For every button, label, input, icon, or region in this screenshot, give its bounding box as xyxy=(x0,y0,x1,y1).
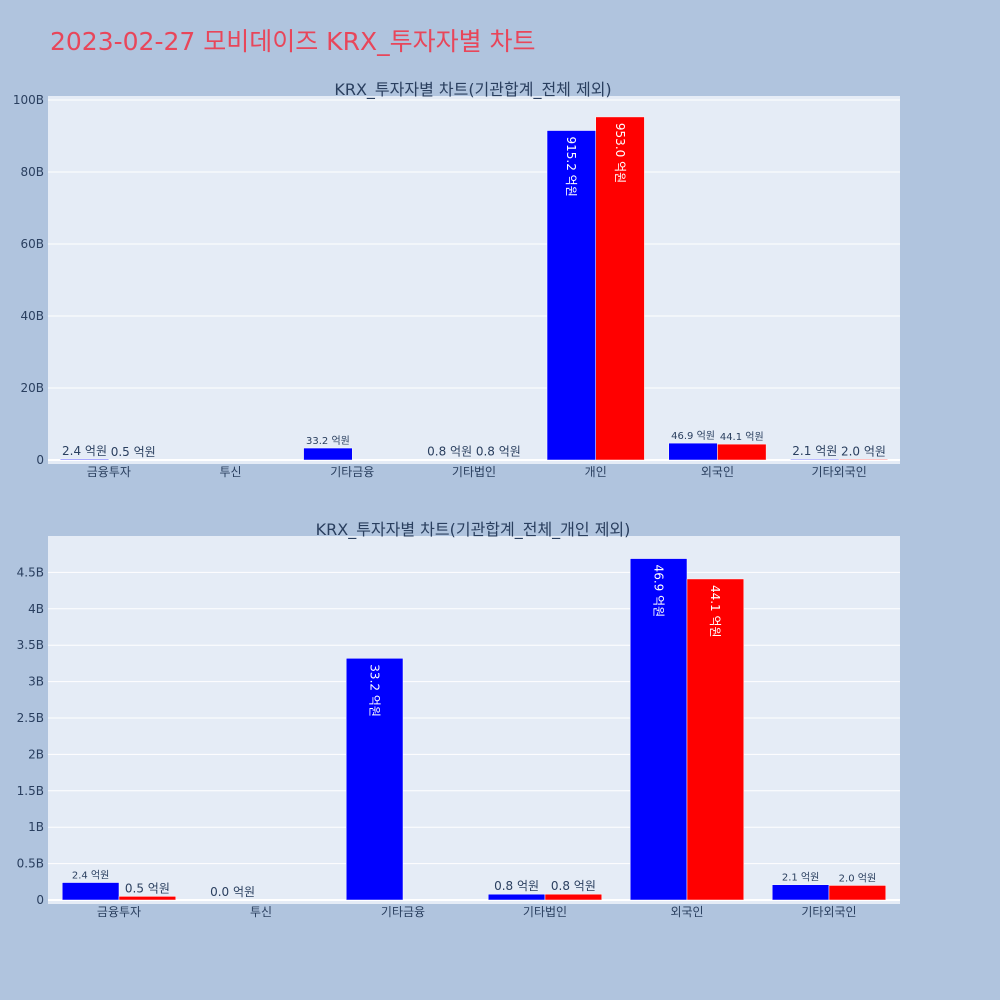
y-tick-label: 2B xyxy=(28,747,44,761)
data-label: 0.8 억원 xyxy=(476,445,521,459)
bar xyxy=(59,458,110,461)
y-tick-label: 1B xyxy=(28,820,44,834)
x-tick-label: 금융투자 xyxy=(87,465,131,479)
y-tick-label: 3.5B xyxy=(17,638,44,652)
y-tick-label: 2.5B xyxy=(17,711,44,725)
x-tick-label: 외국인 xyxy=(701,465,734,479)
data-label: 0.8 억원 xyxy=(551,879,596,893)
chart-1: 0 20B 40B 60B 80B 100B KRX_투자자별 차트(기관합계_전체 제외)… xyxy=(13,80,900,479)
y-tick-label: 100B xyxy=(13,93,44,107)
data-label: 953.0 억원 xyxy=(613,123,627,183)
data-label: 0.5 억원 xyxy=(125,881,170,895)
x-tick-label: 기타법인 xyxy=(523,905,567,919)
data-label: 33.2 억원 xyxy=(367,664,381,717)
data-label: 44.1 억원 xyxy=(708,585,722,638)
x-tick-label: 투신 xyxy=(220,465,242,479)
y-tick-label: 0.5B xyxy=(17,857,44,871)
data-label: 0.5 억원 xyxy=(111,445,156,459)
data-label: 2.1 억원 xyxy=(792,444,837,458)
y-tick-label: 4B xyxy=(28,602,44,616)
x-tick-label: 개인 xyxy=(585,465,607,479)
y-tick-label: 3B xyxy=(28,675,44,689)
bar xyxy=(544,893,603,901)
y-tick-label: 0 xyxy=(36,893,44,907)
bar xyxy=(838,459,889,461)
data-label: 0.0 억원 xyxy=(210,885,255,899)
chart-2: 0 0.5B 1B 1.5B 2B 2.5B 3B 3.5B 4B 4.5B KRX_투자자별 차트… xyxy=(17,520,900,919)
x-tick-label: 외국인 xyxy=(670,905,703,919)
plot-area xyxy=(48,96,900,464)
x-tick-label: 기타법인 xyxy=(452,465,496,479)
bar xyxy=(118,896,177,901)
data-label: 44.1 억원 xyxy=(720,431,764,443)
chart-title: KRX_투자자별 차트(기관합계_전체 제외) xyxy=(334,80,611,100)
chart-title: KRX_투자자별 차트(기관합계_전체_개인 제외) xyxy=(316,520,631,540)
data-label: 33.2 억원 xyxy=(306,435,350,447)
data-label: 2.0 억원 xyxy=(839,872,876,884)
y-tick-label: 1.5B xyxy=(17,784,44,798)
bar xyxy=(595,116,645,461)
x-tick-label: 금융투자 xyxy=(97,905,141,919)
data-label: 0.8 억원 xyxy=(427,445,472,459)
data-label: 2.0 억원 xyxy=(841,444,886,458)
bar xyxy=(303,447,353,461)
y-tick-label: 40B xyxy=(20,309,44,323)
plot-area xyxy=(48,536,900,904)
data-label: 0.8 억원 xyxy=(494,879,539,893)
bar xyxy=(771,884,830,901)
bar xyxy=(668,442,718,461)
page-title: 2023-02-27 모비데이즈 KRX_투자자별 차트 xyxy=(50,27,536,56)
data-label: 915.2 억원 xyxy=(564,137,578,197)
y-tick-label: 20B xyxy=(20,381,44,395)
y-tick-label: 0 xyxy=(36,453,44,467)
y-tick-label: 80B xyxy=(20,165,44,179)
bar xyxy=(487,893,546,901)
y-tick-label: 4.5B xyxy=(17,565,44,579)
y-tick-label: 60B xyxy=(20,237,44,251)
x-tick-label: 기타외국인 xyxy=(801,905,856,919)
data-label: 2.4 억원 xyxy=(72,870,109,882)
bar xyxy=(828,885,887,901)
bar xyxy=(717,443,767,461)
x-tick-label: 기타금융 xyxy=(330,465,374,479)
bar xyxy=(61,882,120,901)
x-tick-label: 기타외국인 xyxy=(812,465,867,479)
data-label: 46.9 억원 xyxy=(651,565,665,618)
bar xyxy=(686,578,745,901)
bar xyxy=(790,458,840,461)
data-label: 46.9 억원 xyxy=(671,430,715,442)
bar xyxy=(345,658,404,901)
bar xyxy=(629,558,688,901)
data-label: 2.4 억원 xyxy=(62,444,107,458)
x-tick-label: 투신 xyxy=(250,905,272,919)
data-label: 2.1 억원 xyxy=(782,872,819,884)
x-tick-label: 기타금융 xyxy=(381,905,425,919)
